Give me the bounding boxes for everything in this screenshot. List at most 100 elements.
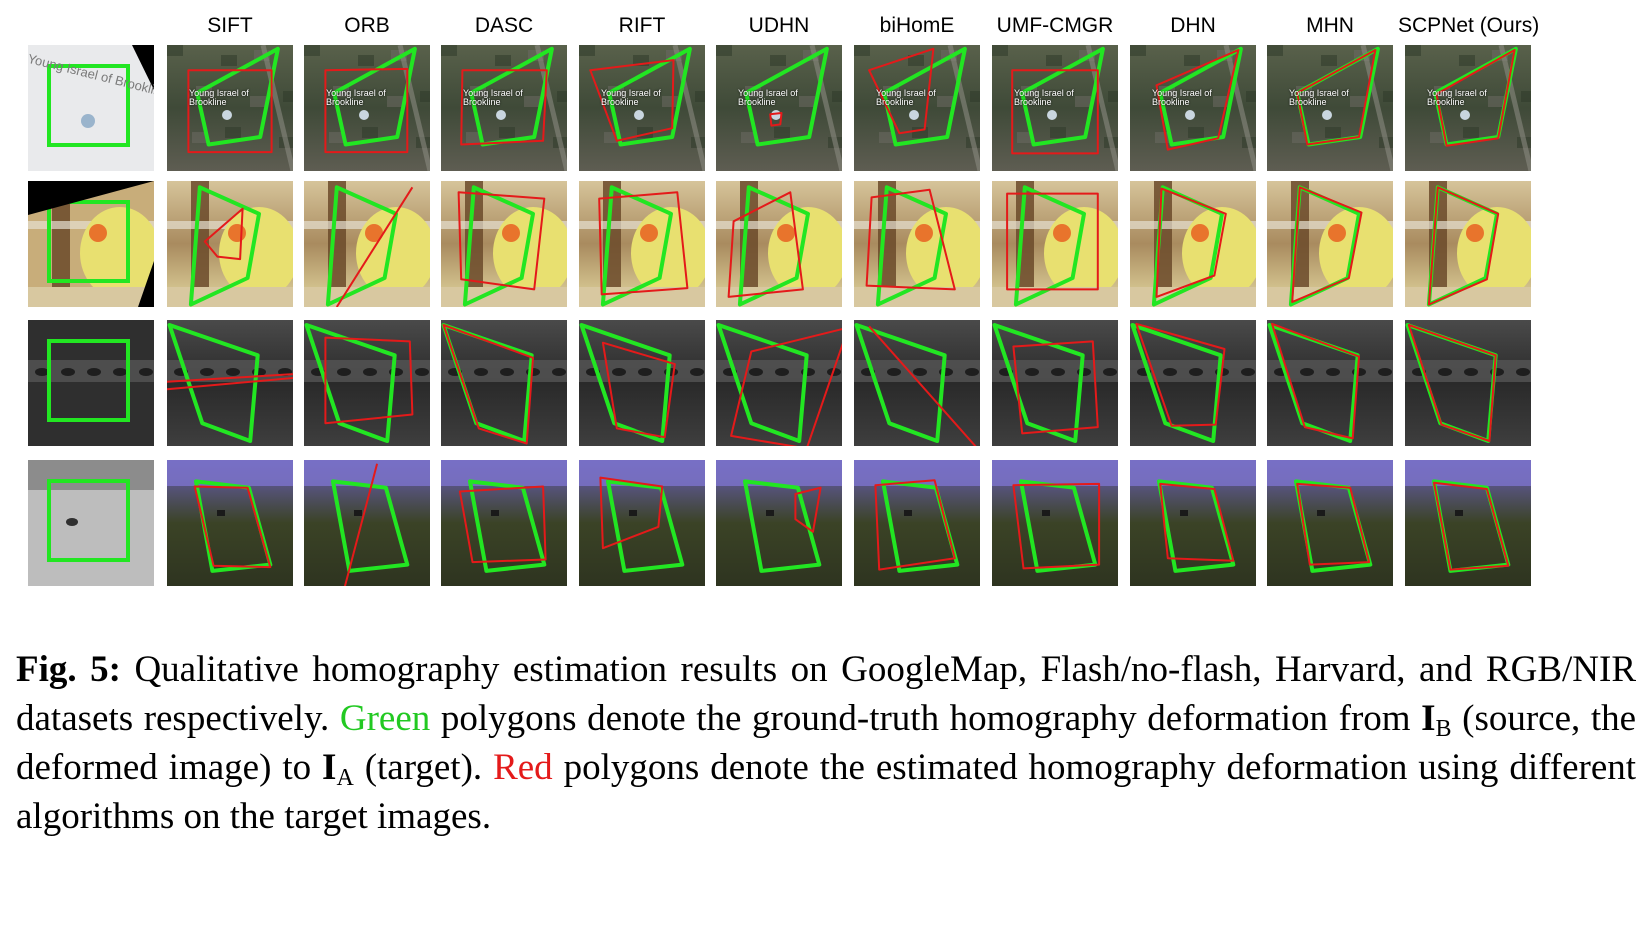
target-image — [1130, 45, 1256, 171]
source-image-symbol: I — [1421, 698, 1436, 739]
target-image — [579, 181, 705, 307]
estimated-polygon — [1427, 186, 1500, 306]
estimated-polygon — [1155, 187, 1227, 298]
source-image — [28, 460, 154, 586]
estimated-polygon — [769, 112, 783, 127]
target-image-tile — [1267, 460, 1393, 586]
ground-truth-polygon — [854, 323, 947, 443]
estimated-polygon — [458, 485, 547, 564]
estimated-polygon — [868, 47, 935, 135]
ground-truth-square — [47, 200, 130, 283]
estimated-polygon — [1407, 324, 1497, 442]
estimated-polygon — [1006, 192, 1099, 291]
target-image — [1267, 45, 1393, 171]
ground-truth-square — [47, 479, 130, 562]
ground-truth-polygon — [195, 46, 280, 147]
target-image-tile — [1267, 181, 1393, 307]
map-place-label: Young Israel of Brookline — [326, 88, 386, 107]
caption-green-word: Green — [339, 698, 431, 739]
ground-truth-polygon — [743, 479, 822, 573]
caption-text-5: polygons denote the estimated homography… — [16, 747, 1637, 837]
estimated-polygon — [187, 69, 273, 154]
target-image — [441, 320, 567, 446]
estimated-polygon — [442, 324, 534, 445]
ground-truth-polygon — [579, 323, 672, 443]
target-image-subscript: A — [336, 765, 354, 791]
method-header-9: MHN — [1306, 14, 1354, 37]
method-header-3: DASC — [474, 14, 534, 37]
target-image-tile — [167, 320, 293, 446]
source-image-tile: Young Israel of Brookline — [28, 45, 154, 171]
target-image — [1130, 460, 1256, 586]
map-place-label: Young Israel of Brookline — [189, 88, 249, 107]
ground-truth-polygon — [875, 185, 948, 307]
target-image — [304, 45, 430, 171]
estimated-polygon — [598, 191, 689, 296]
estimated-polygon — [1435, 49, 1516, 147]
estimated-polygon — [1155, 49, 1240, 151]
target-image — [1405, 460, 1531, 586]
estimated-polygon — [601, 341, 676, 439]
estimated-polygon — [193, 485, 272, 569]
target-image-tile: Young Israel of Brookline — [854, 45, 980, 171]
estimated-polygon — [1433, 481, 1510, 571]
ground-truth-polygon — [167, 323, 260, 443]
estimated-polygon — [589, 59, 675, 142]
target-image-tile — [579, 320, 705, 446]
target-image-tile — [1130, 320, 1256, 446]
target-image — [1405, 320, 1531, 446]
source-image — [28, 320, 154, 446]
target-image — [1267, 181, 1393, 307]
target-image-tile — [167, 460, 293, 586]
target-image — [1267, 320, 1393, 446]
estimated-polygon — [1135, 322, 1226, 427]
method-header-1: SIFT — [207, 14, 253, 37]
target-image-tile — [167, 181, 293, 307]
target-image-tile — [992, 320, 1118, 446]
ground-truth-polygon — [1158, 46, 1243, 147]
estimated-line — [167, 373, 293, 383]
estimated-polygon — [1012, 340, 1099, 435]
source-image-subscript: B — [1435, 716, 1452, 742]
target-image-tile: Young Israel of Brookline — [441, 45, 567, 171]
target-image — [854, 320, 980, 446]
caption-text-3: (source, the deformed image) to — [16, 698, 1637, 788]
target-image-tile — [304, 181, 430, 307]
method-header-4: RIFT — [618, 14, 666, 37]
target-image — [304, 181, 430, 307]
ground-truth-polygon — [332, 46, 417, 147]
map-place-label: Young Israel of Brookline — [463, 88, 523, 107]
target-image-tile — [1130, 460, 1256, 586]
ground-truth-polygon — [469, 46, 554, 147]
ground-truth-square — [47, 339, 130, 422]
target-image-symbol: I — [322, 747, 337, 788]
ground-truth-polygon — [744, 46, 829, 147]
target-image — [167, 460, 293, 586]
map-place-label: Young Israel of Brookline — [1014, 88, 1074, 107]
target-image-tile — [441, 181, 567, 307]
target-image-tile: Young Israel of Brookline — [579, 45, 705, 171]
ground-truth-polygon — [607, 46, 692, 147]
map-place-label: Young Israel of Brookline — [601, 88, 661, 107]
target-image — [992, 320, 1118, 446]
target-image-tile — [441, 460, 567, 586]
source-image-tile — [28, 320, 154, 446]
target-image — [716, 45, 842, 171]
ground-truth-polygon — [1013, 185, 1086, 307]
target-image — [854, 460, 980, 586]
target-image-tile — [1267, 320, 1393, 446]
estimated-polygon — [1296, 49, 1377, 146]
target-image — [716, 320, 842, 446]
method-header-8: DHN — [1170, 14, 1216, 37]
map-place-label: Young Israel of Brookline — [1427, 88, 1487, 107]
qualitative-results-figure: SIFT ORB DASC RIFT UDHN biHomE UMF-CMGR DHN MHN S… — [28, 14, 1539, 586]
caption-red-word: Red — [493, 747, 553, 788]
estimated-polygon — [1159, 482, 1235, 562]
target-image — [167, 181, 293, 307]
target-image — [579, 460, 705, 586]
target-image — [579, 45, 705, 171]
estimated-polygon — [727, 191, 804, 298]
target-image — [992, 45, 1118, 171]
caption-text-1: Qualitative homography estimation result… — [16, 649, 1636, 739]
figure-label: Fig. 5: — [16, 649, 121, 690]
